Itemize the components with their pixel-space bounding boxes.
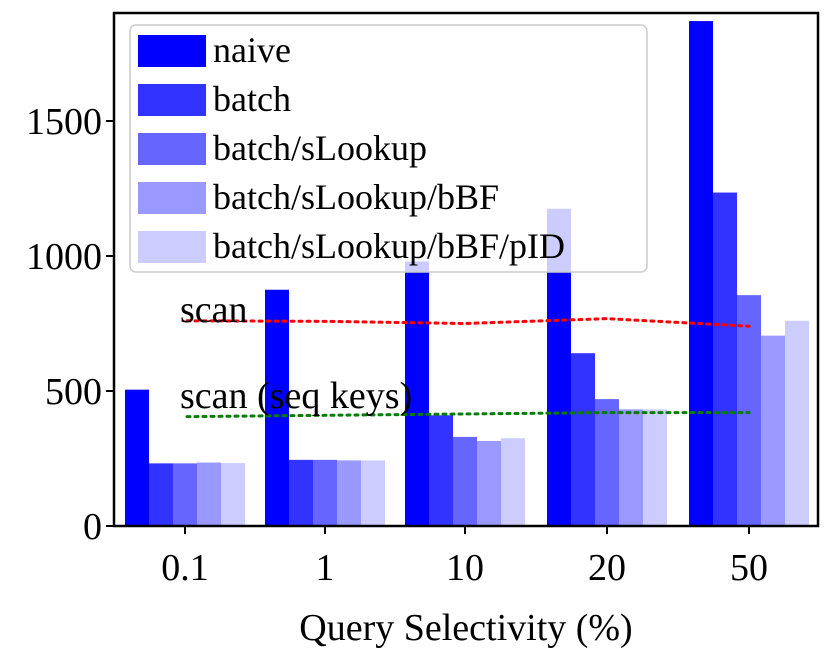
legend-swatch: [138, 182, 206, 214]
x-tick-label: 20: [588, 547, 626, 589]
legend-swatch: [138, 133, 206, 165]
y-tick-label: 1000: [26, 236, 102, 278]
bar-naive-10: [405, 261, 429, 526]
y-tick-label: 0: [83, 506, 102, 548]
legend-swatch: [138, 231, 206, 263]
x-tick-label: 1: [316, 547, 335, 589]
axes: 0 500 1000 1500 0.1 1 10 20 50 Query Selectivit…: [26, 11, 820, 649]
x-tick-label: 0.1: [161, 547, 209, 589]
x-tick-label: 50: [730, 547, 768, 589]
bar-batch-slookup-1: [313, 459, 337, 526]
bar-batch-slookup-10: [453, 436, 477, 526]
legend-label: batch/sLookup/bBF/pID: [213, 226, 565, 266]
bar-batch-slookup-bbf-1: [337, 460, 361, 526]
bar-batch-slookup-bbf-pid-50: [785, 320, 809, 526]
bar-batch-slookup-bbf-50: [761, 335, 785, 526]
y-tick-label: 500: [45, 371, 102, 413]
bar-batch-50: [713, 192, 737, 527]
bar-batch-slookup-20: [595, 399, 619, 526]
legend-label: batch: [213, 79, 291, 119]
bar-batch-1: [289, 459, 313, 526]
bar-naive-0.1: [125, 389, 149, 526]
legend-swatch: [138, 35, 206, 67]
bar-naive-1: [265, 289, 289, 526]
line-scan: [185, 317, 751, 328]
bar-batch-slookup-bbf-10: [477, 440, 501, 526]
bar-batch-slookup-bbf-0.1: [197, 462, 221, 526]
annotations-layer: scan scan (seq keys): [180, 289, 412, 417]
reference-lines-layer: [185, 317, 751, 419]
y-tick-label: 1500: [26, 101, 102, 143]
bar-batch-slookup-50: [737, 295, 761, 526]
bar-batch-slookup-bbf-pid-10: [501, 438, 525, 526]
annotation-scan: scan: [180, 289, 248, 331]
bar-batch-slookup-bbf-pid-0.1: [221, 463, 245, 526]
legend: naive batch batch/sLookup batch/sLookup/bBF…: [129, 24, 648, 273]
bar-batch-slookup-bbf-20: [619, 409, 643, 526]
bar-naive-50: [689, 21, 713, 526]
x-tick-label: 10: [446, 547, 484, 589]
legend-label: batch/sLookup/bBF: [213, 177, 499, 217]
annotation-scan-seq-keys: scan (seq keys): [180, 375, 412, 417]
line-scan-seq-keys-: [185, 411, 751, 419]
bar-batch-0.1: [149, 463, 173, 526]
legend-frame: [129, 24, 648, 273]
bar-batch-20: [571, 353, 595, 526]
legend-label: naive: [213, 30, 291, 70]
bar-batch-slookup-bbf-pid-1: [361, 460, 385, 526]
bar-batch-slookup-0.1: [173, 463, 197, 526]
bar-batch-slookup-bbf-pid-20: [643, 409, 667, 526]
legend-swatch: [138, 84, 206, 116]
legend-label: batch/sLookup: [213, 128, 427, 168]
x-axis-label: Query Selectivity (%): [299, 607, 632, 649]
bar-batch-10: [429, 415, 453, 526]
